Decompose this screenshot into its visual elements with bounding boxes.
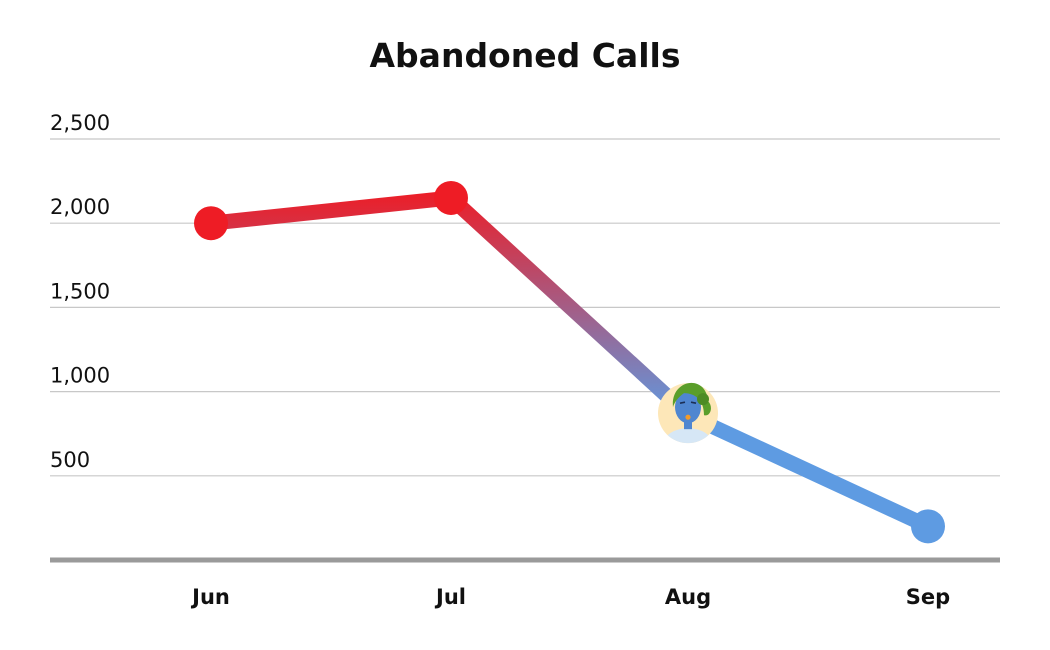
- avatar-eyes: [679, 401, 697, 404]
- avatar-hair-bun: [697, 393, 709, 406]
- x-tick-label-jul: Jul: [434, 585, 466, 609]
- data-point-sep: [911, 509, 945, 544]
- y-tick-label: 500: [50, 448, 90, 472]
- avatar-hair: [672, 382, 711, 416]
- y-axis-tick-labels: 500 1,000 1,500 2,000 2,500: [50, 111, 110, 472]
- y-tick-label: 1,000: [50, 364, 110, 388]
- data-point-jun: [194, 206, 228, 241]
- x-tick-label-aug: Aug: [665, 585, 711, 609]
- chart-title: Abandoned Calls: [369, 36, 681, 75]
- person-avatar-icon: [658, 382, 718, 444]
- series-segment: [203, 190, 459, 231]
- avatar-shoulders: [664, 428, 712, 444]
- avatar-mouth: [685, 414, 691, 420]
- series-line: [203, 190, 936, 534]
- data-point-jul: [434, 180, 468, 215]
- y-tick-label: 2,000: [50, 195, 110, 219]
- y-tick-label: 1,500: [50, 279, 110, 303]
- x-tick-label-jun: Jun: [190, 585, 230, 609]
- y-tick-label: 2,500: [50, 111, 110, 135]
- x-tick-label-sep: Sep: [906, 585, 950, 609]
- series-segment: [443, 190, 696, 423]
- series-segment: [680, 407, 936, 534]
- avatar-face: [675, 391, 701, 424]
- avatar-neck: [684, 419, 692, 430]
- x-axis-tick-labels: Jun Jul Aug Sep: [190, 585, 950, 609]
- gridlines: [50, 138, 1000, 477]
- data-points: [194, 180, 945, 544]
